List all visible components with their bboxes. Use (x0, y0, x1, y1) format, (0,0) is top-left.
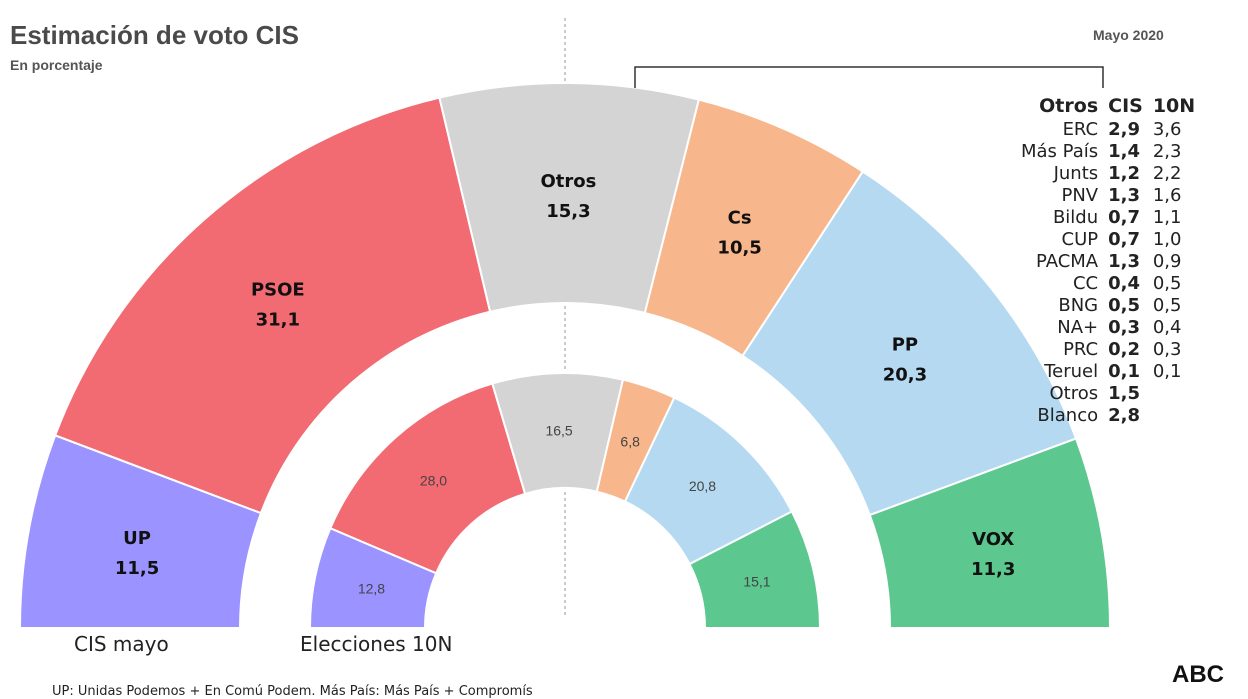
otros-bracket (634, 66, 1104, 88)
slice-name-psoe: PSOE (251, 279, 305, 300)
slice-value-cs: 10,5 (717, 238, 761, 259)
party-name: Blanco (1037, 405, 1099, 426)
party-cis-value: 0,3 (1108, 317, 1141, 338)
slice-name-pp: PP (892, 335, 918, 356)
inner-ring-label: Elecciones 10N (300, 632, 453, 656)
party-cis-value: 0,4 (1108, 273, 1141, 294)
outer-slice-vox (868, 437, 1112, 629)
date-label: Mayo 2020 (1093, 27, 1164, 43)
inner-slice-value-cs: 6,8 (620, 434, 640, 450)
party-10n-value: 3,6 (1152, 119, 1182, 140)
brand-logo: ABC (1172, 661, 1224, 688)
slice-labels: UP 11,5 PSOE 31,1 Otros 15,3 Cs 10,5 PP 20,3 VOX 11… (115, 171, 1016, 597)
party-cis-value: 0,2 (1108, 339, 1141, 360)
party-name: Más País (1021, 141, 1099, 162)
party-name: PRC (1063, 339, 1099, 360)
slice-name-otros: Otros (540, 171, 596, 192)
chart-title: Estimación de voto CIS (10, 20, 299, 50)
party-10n-value: 0,1 (1152, 361, 1182, 382)
slice-name-cs: Cs (728, 208, 752, 229)
party-10n-value: 1,1 (1152, 207, 1182, 228)
outer-slice-psoe (53, 96, 492, 515)
table-row: PACMA 1,3 0,9 (1015, 251, 1199, 273)
slice-value-vox: 11,3 (971, 559, 1015, 580)
table-row: PRC 0,2 0,3 (1015, 339, 1199, 361)
inner-slice-value-up: 12,8 (358, 581, 385, 597)
inner-slice-value-pp: 20,8 (689, 478, 716, 494)
party-10n-value: 1,0 (1152, 229, 1182, 250)
slice-value-otros: 15,3 (546, 201, 590, 222)
party-cis-value: 1,5 (1108, 383, 1141, 404)
table-row: NA+ 0,3 0,4 (1015, 317, 1199, 339)
footnote: UP: Unidas Podemos + En Comú Podem. Más … (52, 684, 533, 699)
party-cis-value: 0,7 (1108, 207, 1141, 228)
chart-subtitle: En porcentaje (10, 57, 103, 73)
slice-value-up: 11,5 (115, 558, 159, 579)
table-row: Otros 1,5 (1015, 383, 1199, 405)
party-10n-value: 2,3 (1152, 141, 1182, 162)
inner-slice-value-vox: 15,1 (743, 574, 770, 590)
party-cis-value: 2,9 (1108, 119, 1141, 140)
party-10n-value: 2,2 (1152, 163, 1182, 184)
party-10n-value: 0,5 (1152, 273, 1182, 294)
party-10n-value: 0,3 (1152, 339, 1182, 360)
inner-slice-value-psoe: 28,0 (420, 473, 447, 489)
slice-value-pp: 20,3 (883, 365, 927, 386)
party-cis-value: 1,3 (1108, 251, 1141, 272)
otros-breakdown-table: Otros CIS 10N ERC 2,9 3,6 Más País 1,4 2,3 J… (1015, 93, 1199, 427)
table-row: PNV 1,3 1,6 (1015, 185, 1199, 207)
party-name: Otros (1049, 383, 1099, 404)
party-name: CUP (1061, 229, 1099, 250)
party-cis-value: 0,1 (1108, 361, 1141, 382)
slice-name-vox: VOX (972, 529, 1014, 550)
outer-ring (18, 82, 1112, 629)
outer-ring-label: CIS mayo (74, 632, 169, 656)
party-10n-value: 0,4 (1152, 317, 1182, 338)
party-name: PACMA (1036, 251, 1099, 272)
slice-value-psoe: 31,1 (256, 309, 300, 330)
party-cis-value: 0,7 (1108, 229, 1141, 250)
party-name: Teruel (1044, 361, 1099, 382)
party-cis-value: 0,5 (1108, 295, 1141, 316)
otros-header-cis: CIS (1108, 95, 1143, 117)
inner-slice-vox (688, 510, 822, 629)
table-row: ERC 2,9 3,6 (1015, 119, 1199, 141)
inner-ring (308, 372, 822, 629)
party-name: Junts (1053, 163, 1099, 184)
table-row: Junts 1,2 2,2 (1015, 163, 1199, 185)
party-10n-value: 0,5 (1152, 295, 1182, 316)
party-name: ERC (1062, 119, 1099, 140)
party-cis-value: 2,8 (1108, 405, 1141, 426)
party-10n-value (1147, 405, 1199, 427)
otros-header-name: Otros (1039, 95, 1099, 117)
table-row: CUP 0,7 1,0 (1015, 229, 1199, 251)
table-row: Bildu 0,7 1,1 (1015, 207, 1199, 229)
table-row: CC 0,4 0,5 (1015, 273, 1199, 295)
slice-name-up: UP (123, 528, 151, 549)
party-name: NA+ (1057, 317, 1099, 338)
party-name: CC (1072, 273, 1099, 294)
party-cis-value: 1,4 (1108, 141, 1141, 162)
party-10n-value: 0,9 (1152, 251, 1182, 272)
table-row: Más País 1,4 2,3 (1015, 141, 1199, 163)
otros-header-10n: 10N (1152, 95, 1196, 117)
party-10n-value: 1,6 (1152, 185, 1182, 206)
party-cis-value: 1,3 (1108, 185, 1141, 206)
table-row: BNG 0,5 0,5 (1015, 295, 1199, 317)
party-10n-value (1147, 383, 1199, 405)
party-name: PNV (1061, 185, 1099, 206)
party-name: BNG (1058, 295, 1099, 316)
table-row: Teruel 0,1 0,1 (1015, 361, 1199, 383)
table-row: Blanco 2,8 (1015, 405, 1199, 427)
inner-slice-value-otros: 16,5 (545, 423, 572, 439)
party-name: Bildu (1052, 207, 1099, 228)
party-cis-value: 1,2 (1108, 163, 1141, 184)
otros-table-header: Otros CIS 10N (1015, 93, 1199, 119)
